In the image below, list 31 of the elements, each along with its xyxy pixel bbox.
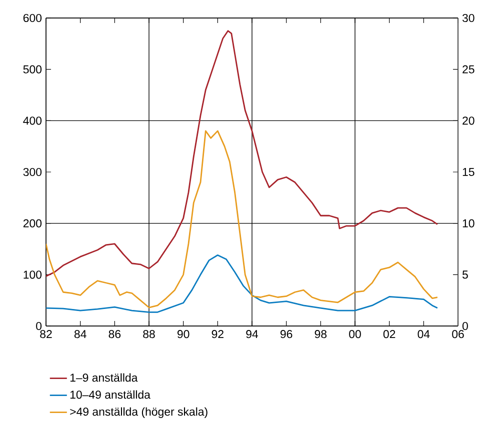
y2-tick-label: 15 bbox=[462, 168, 474, 176]
legend-label: 1–9 anställda bbox=[70, 373, 138, 382]
x-tick-label: 84 bbox=[74, 330, 86, 338]
y2-tick-label: 10 bbox=[462, 219, 474, 228]
x-tick-label: 88 bbox=[143, 330, 155, 338]
y-tick-label: 600 bbox=[23, 14, 42, 22]
line-series bbox=[46, 254, 438, 313]
y-tick-label: 0 bbox=[36, 322, 42, 330]
x-tick-label: 96 bbox=[280, 330, 292, 338]
x-tick-label: 06 bbox=[452, 330, 464, 338]
y-tick-label: 400 bbox=[23, 116, 42, 125]
legend-label: >49 anställda (höger skala) bbox=[70, 407, 208, 418]
y2-tick-label: 0 bbox=[462, 322, 468, 330]
y2-tick-label: 30 bbox=[462, 14, 474, 22]
y2-tick-label: 5 bbox=[462, 270, 468, 279]
x-tick-label: 98 bbox=[314, 330, 327, 338]
x-tick-label: 00 bbox=[349, 330, 361, 338]
y-tick-label: 200 bbox=[23, 219, 42, 228]
y2-tick-label: 25 bbox=[462, 65, 474, 74]
y-tick-label: 300 bbox=[23, 168, 42, 176]
x-tick-label: 04 bbox=[418, 330, 430, 338]
x-tick-label: 02 bbox=[383, 330, 396, 338]
x-tick-label: 94 bbox=[246, 330, 258, 338]
x-tick-label: 92 bbox=[212, 330, 224, 338]
x-tick-label: 90 bbox=[177, 330, 190, 338]
y-tick-label: 500 bbox=[23, 65, 42, 74]
x-tick-label: 82 bbox=[40, 330, 52, 338]
y2-tick-label: 20 bbox=[462, 116, 474, 125]
legend-label: 10–49 anställda bbox=[70, 390, 150, 399]
y-tick-label: 100 bbox=[24, 270, 42, 279]
x-tick-label: 86 bbox=[108, 330, 121, 338]
